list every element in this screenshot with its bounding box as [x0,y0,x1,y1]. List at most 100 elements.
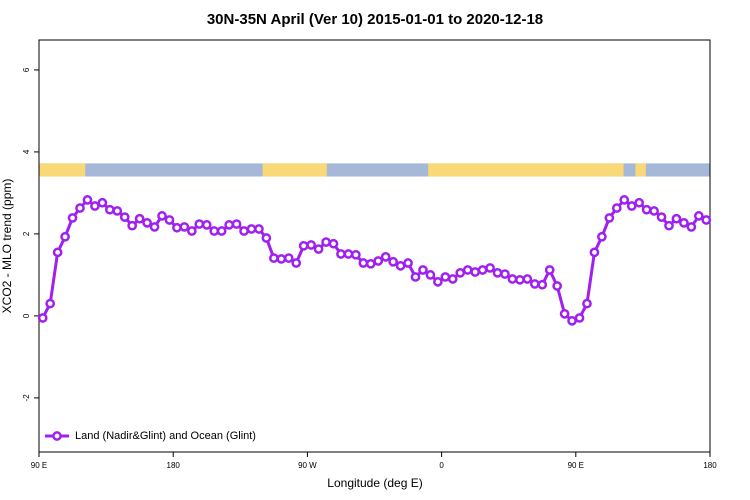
data-point [194,219,205,229]
data-point [403,258,413,268]
data-point [276,254,287,264]
data-point [552,281,563,291]
data-point [470,267,480,277]
data-point [172,222,182,233]
data-point [149,222,160,232]
data-point [298,240,309,251]
data-point [365,258,376,269]
data-point [701,215,712,225]
y-tick-label: 4 [22,149,31,154]
data-point [410,272,421,282]
land-band [428,163,624,177]
data-point [75,203,85,213]
data-point [358,258,369,268]
y-tick-label: -2 [22,394,31,402]
data-point [306,240,316,250]
y-tick-label: 0 [22,313,31,318]
data-point [515,274,525,285]
data-point [544,265,555,275]
data-point [179,222,190,232]
legend-label: Land (Nadir&Glint) and Ocean (Glint) [75,430,256,442]
data-point [60,231,70,242]
chart-title: 30N-35N April (Ver 10) 2015-01-01 to 202… [207,11,543,28]
data-point [574,313,585,323]
data-point [500,269,510,279]
data-point [201,220,212,230]
data-point [656,212,667,222]
data-point [336,249,346,259]
y-axis-label: XCO2 - MLO trend (ppm) [0,179,14,314]
data-point [395,261,406,271]
data-point [597,231,607,242]
land-band [39,163,86,177]
data-point [283,253,294,263]
land-band [635,163,646,177]
x-axis-label: Longitude (deg E) [327,476,422,490]
data-point [537,279,548,290]
data-point [157,211,167,221]
data-point [477,265,488,275]
data-point [246,224,257,234]
data-point [649,206,659,216]
data-point [224,220,234,230]
data-point [619,195,630,205]
data-point [127,220,138,231]
data-point [291,258,302,268]
data-point [418,265,428,275]
data-point [589,247,600,258]
data-point [112,206,123,216]
data-point [447,274,458,284]
x-tick-label: 90 E [31,461,47,470]
data-point [485,263,495,273]
data-point [343,249,354,259]
data-point [559,308,570,319]
data-point [239,226,249,236]
data-point [455,268,466,278]
data-point [604,213,615,223]
data-point [351,249,361,260]
data-point [425,270,436,280]
data-point [634,197,645,208]
data-point [433,277,443,287]
data-point [507,274,518,284]
data-point [686,222,697,232]
data-point [328,238,339,249]
data-point [82,195,93,205]
data-point [45,298,56,309]
data-point [67,213,78,223]
y-tick-label: 6 [22,67,31,72]
legend-marker [52,431,62,441]
data-point [529,279,540,289]
data-point [142,217,152,228]
data-point [641,204,652,215]
data-point [693,211,704,221]
x-tick-label: 0 [439,461,444,470]
data-point [231,219,242,229]
data-point [321,237,331,247]
data-point [380,252,391,262]
data-point [134,213,145,224]
x-tick-label: 90 W [298,461,317,470]
data-point [261,233,272,243]
data-point [97,197,108,208]
data-point [216,226,227,236]
data-point [52,247,63,258]
data-point [37,313,48,323]
data-point [671,213,682,224]
x-tick-label: 180 [167,461,181,470]
data-point [313,244,324,254]
data-point [104,204,115,215]
x-tick-label: 180 [703,461,717,470]
data-point [582,298,592,309]
data-point [90,201,100,211]
data-point [440,272,451,282]
data-point [679,217,689,228]
plot-frame [38,39,711,453]
data-point [209,226,220,236]
data-point [269,253,279,263]
data-point [611,203,622,213]
x-tick-label: 90 E [568,461,584,470]
data-point [626,201,637,211]
data-point [567,315,577,326]
